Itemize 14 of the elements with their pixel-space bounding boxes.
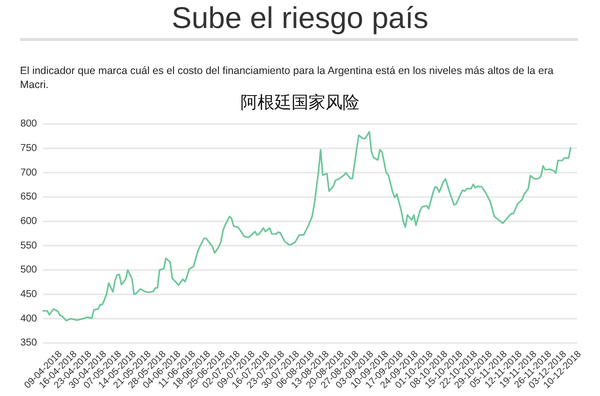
y-tick-label: 350 [20, 338, 38, 349]
text: 阿根廷国家风险 [240, 93, 360, 112]
y-tick-label: 400 [20, 313, 38, 324]
y-tick-label: 600 [20, 216, 38, 227]
y-tick-label: 800 [20, 118, 38, 130]
y-tick-label: 650 [20, 192, 38, 203]
chart-title: Sube el riesgo país [170, 2, 430, 36]
y-tick-label: 550 [20, 240, 38, 252]
chart-subtitle: El indicador que marca cuál es el costo del financiamiento para la Argentina está en los niveles más altos de la era Macri. [20, 64, 554, 92]
y-tick-label: 500 [20, 264, 38, 276]
y-tick-label: 750 [20, 142, 38, 154]
y-tick-label: 700 [20, 167, 38, 178]
y-tick-label: 450 [20, 288, 38, 300]
line-series [42, 130, 572, 322]
